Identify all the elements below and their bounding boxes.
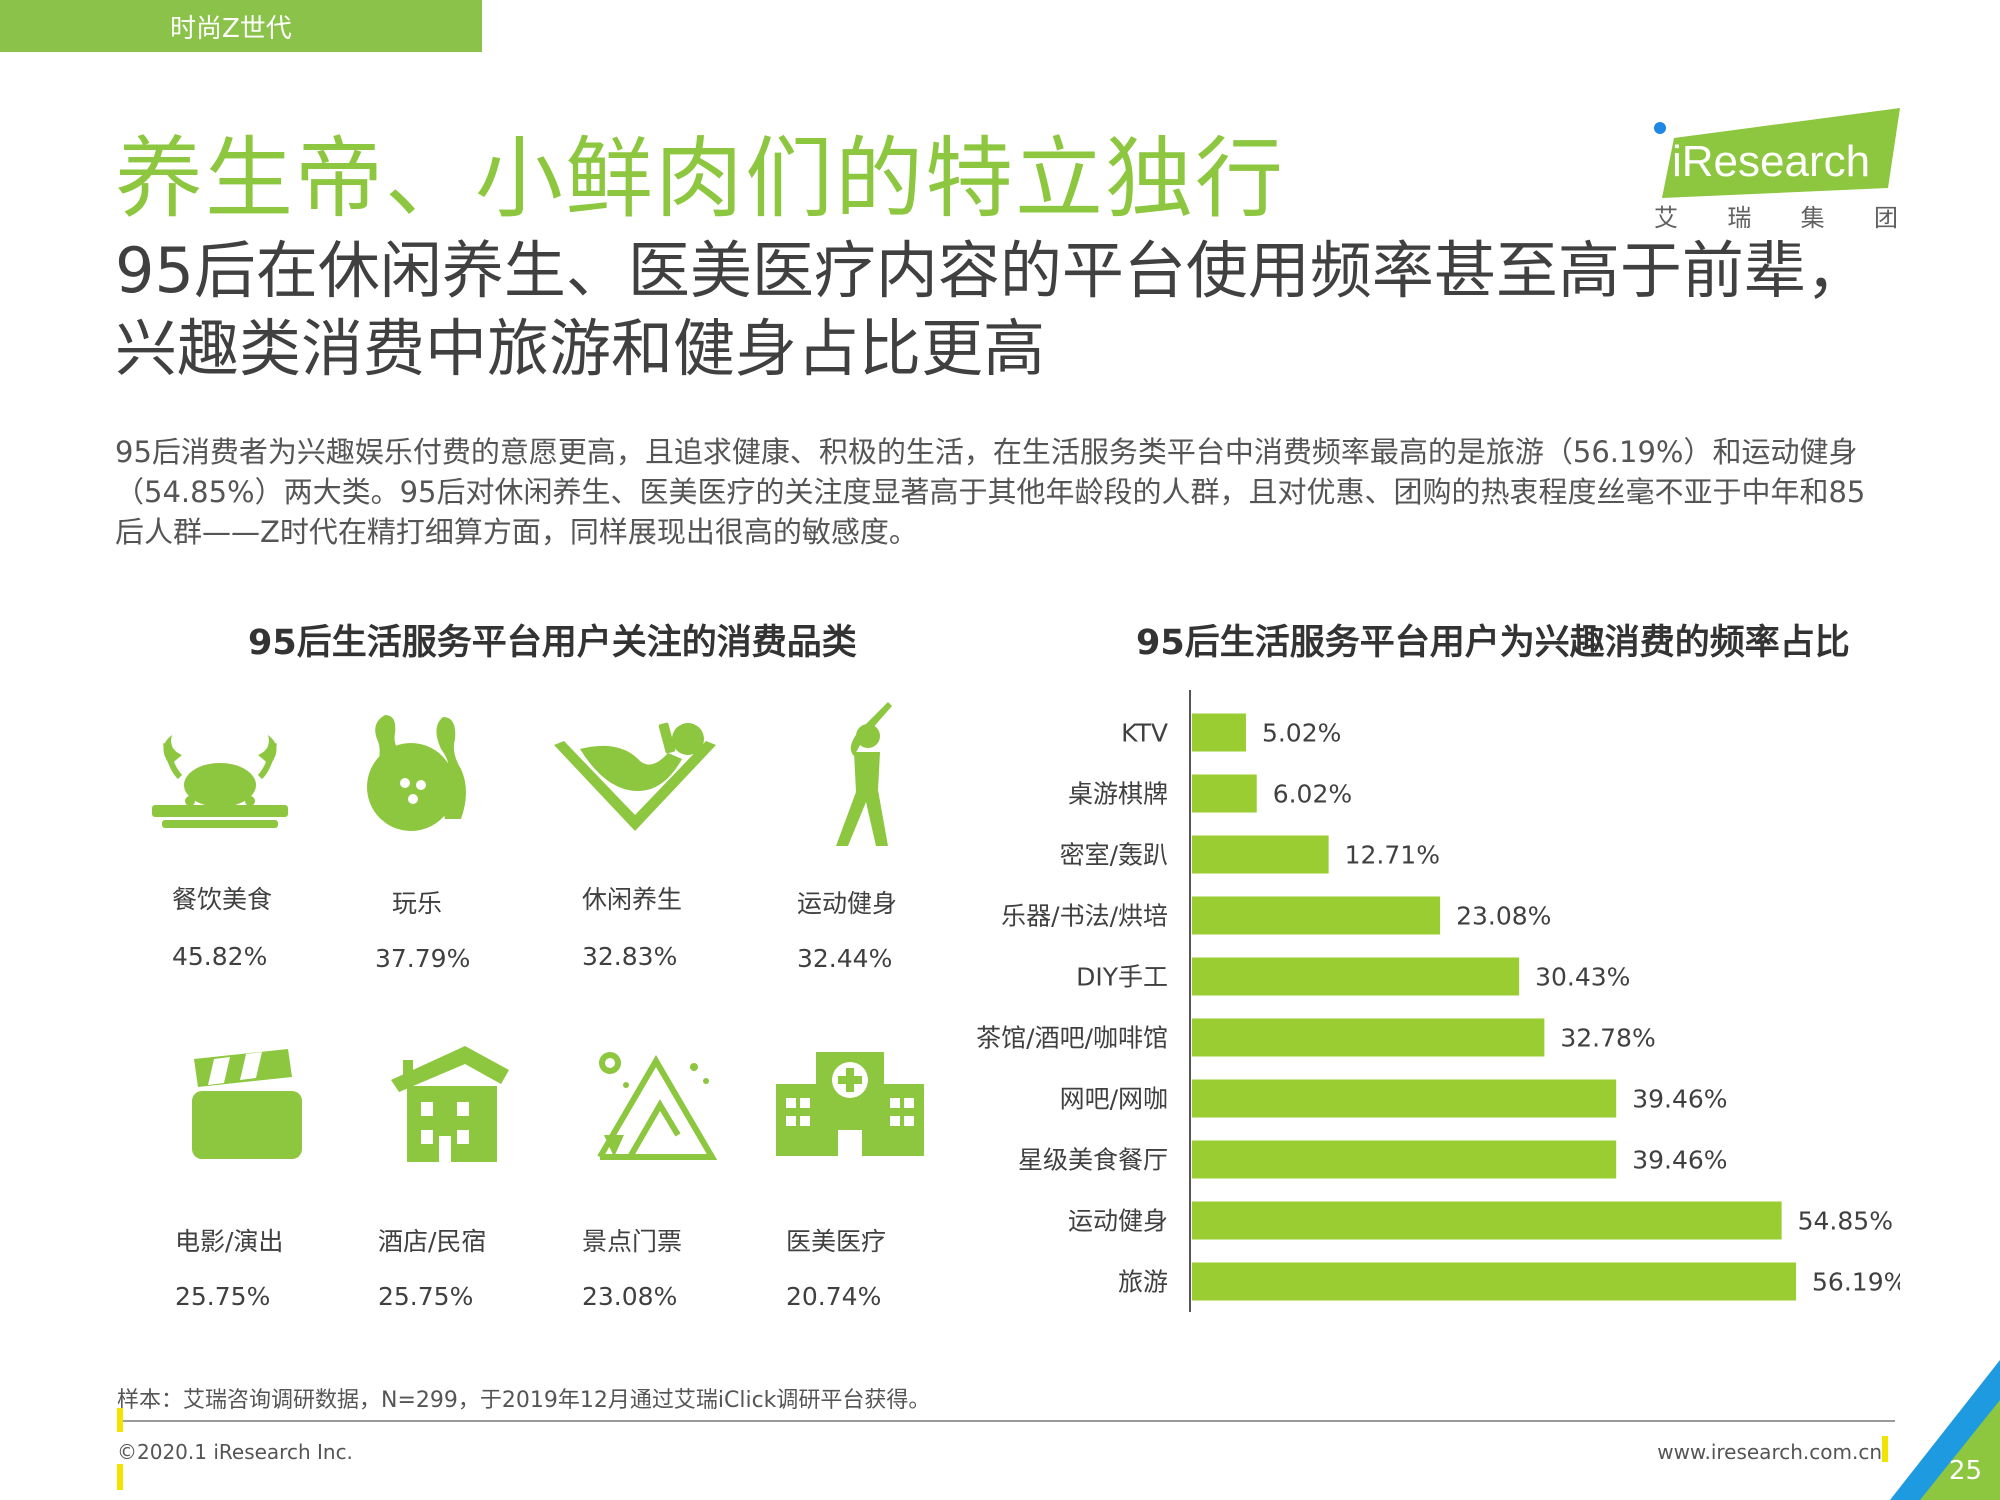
bowling-icon [367, 715, 466, 831]
logo-cn-char: 瑞 [1727, 204, 1752, 232]
chart-category-label: 乐器/书法/烘培 [1001, 902, 1168, 931]
hospital-icon [776, 1052, 924, 1156]
category-label: 酒店/民宿 [378, 1227, 487, 1256]
logo-cn-char: 艾 [1654, 204, 1678, 232]
clapper-icon [192, 1049, 302, 1159]
logo-brand: iResearch [1672, 137, 1870, 186]
category-value: 20.74% [786, 1282, 882, 1311]
chart-bar [1192, 835, 1329, 874]
footer-divider [117, 1420, 1895, 1422]
category-value: 32.83% [582, 942, 678, 971]
page-description: 95后消费者为兴趣娱乐付费的意愿更高，且追求健康、积极的生活，在生活服务类平台中… [115, 435, 1866, 549]
page-number: 25 [1948, 1456, 1982, 1486]
chart-title: 95后生活服务平台用户为兴趣消费的频率占比 [1136, 623, 1850, 663]
chart-category-label: 茶馆/酒吧/咖啡馆 [976, 1024, 1168, 1053]
logo-cn-char: 团 [1873, 204, 1898, 232]
iresearch-logo: iResearch [1654, 108, 1900, 198]
category-scenic [560, 1045, 750, 1165]
bar-chart: KTV 5.02% 桌游棋牌 6.02% 密室/轰趴 12.71% 乐器/书法/烘培 23.0… [976, 690, 1900, 1312]
category-label: 玩乐 [392, 889, 443, 918]
category-label: 医美医疗 [786, 1227, 887, 1256]
chart-bar [1192, 713, 1246, 752]
yellow-marker [117, 1408, 123, 1432]
logo-cn: 艾 瑞 集 团 [1654, 198, 1898, 233]
category-bowling [325, 705, 515, 835]
copyright: ©2020.1 iResearch Inc. [117, 1440, 353, 1464]
chart-category-label: 网吧/网咖 [1060, 1085, 1168, 1114]
category-label: 景点门票 [582, 1227, 683, 1256]
chart-category-label: 运动健身 [1068, 1207, 1168, 1236]
chart-value-label: 12.71% [1345, 841, 1440, 870]
logo-cn-char: 集 [1800, 204, 1825, 232]
chart-value-label: 54.85% [1798, 1207, 1893, 1236]
category-value: 23.08% [582, 1282, 678, 1311]
chart-value-label: 6.02% [1273, 780, 1352, 809]
chart-value-label: 32.78% [1560, 1024, 1655, 1053]
chart-category-label: 密室/轰趴 [1060, 841, 1168, 870]
category-label: 休闲养生 [582, 885, 683, 914]
golf-icon [836, 702, 892, 846]
source-note: 样本：艾瑞咨询调研数据，N=299，于2019年12月通过艾瑞iClick调研平… [117, 1388, 931, 1413]
chart-bar [1192, 957, 1520, 996]
food-icon [152, 735, 288, 828]
chart-category-label: DIY手工 [1076, 963, 1168, 992]
category-value: 25.75% [378, 1282, 474, 1311]
page-title: 养生帝、小鲜肉们的特立独行 [115, 127, 1286, 230]
chart-value-label: 5.02% [1262, 719, 1341, 748]
chart-bar [1192, 1262, 1797, 1301]
category-value: 25.75% [175, 1282, 271, 1311]
section-tag-bar [0, 0, 482, 52]
yellow-marker [1882, 1436, 1888, 1462]
chart-value-label: 39.46% [1632, 1146, 1727, 1175]
chart-category-label: KTV [1121, 719, 1168, 748]
category-value: 37.79% [375, 944, 471, 973]
category-medical [755, 1050, 945, 1160]
chart-category-label: 桌游棋牌 [1068, 780, 1168, 809]
category-label: 运动健身 [797, 889, 898, 918]
left-panel-title: 95后生活服务平台用户关注的消费品类 [248, 623, 857, 663]
category-golf [770, 700, 960, 850]
chart-bar [1192, 1018, 1545, 1057]
category-movie [150, 1045, 340, 1165]
chart-category-label: 旅游 [1118, 1268, 1168, 1297]
yellow-marker [117, 1464, 123, 1490]
chart-bar [1192, 896, 1441, 935]
section-tag: 时尚Z世代 [170, 14, 292, 44]
page-subtitle: 95后在休闲养生、医美医疗内容的平台使用频率甚至高于前辈，兴趣类消费中旅游和健身… [115, 234, 1868, 385]
chart-value-label: 23.08% [1456, 902, 1551, 931]
category-label: 电影/演出 [175, 1227, 284, 1256]
category-food [125, 705, 315, 835]
hotel-icon [391, 1046, 509, 1162]
category-label: 餐饮美食 [172, 885, 273, 914]
chart-value-label: 39.46% [1632, 1085, 1727, 1114]
category-relax [540, 705, 730, 835]
chart-bar [1192, 1201, 1782, 1240]
category-hotel [355, 1040, 545, 1165]
category-value: 45.82% [172, 942, 268, 971]
chart-value-label: 56.19% [1812, 1268, 1900, 1297]
chart-value-label: 30.43% [1535, 963, 1630, 992]
corner-decoration [1890, 1360, 2000, 1500]
mountain-icon [597, 1052, 718, 1160]
chart-bar [1192, 1079, 1617, 1118]
chart-category-label: 星级美食餐厅 [1018, 1146, 1168, 1175]
category-value: 32.44% [797, 944, 893, 973]
chart-bar [1192, 774, 1257, 813]
chart-bar [1192, 1140, 1617, 1179]
relax-icon [554, 722, 716, 831]
website-link[interactable]: www.iresearch.com.cn [1657, 1440, 1882, 1464]
